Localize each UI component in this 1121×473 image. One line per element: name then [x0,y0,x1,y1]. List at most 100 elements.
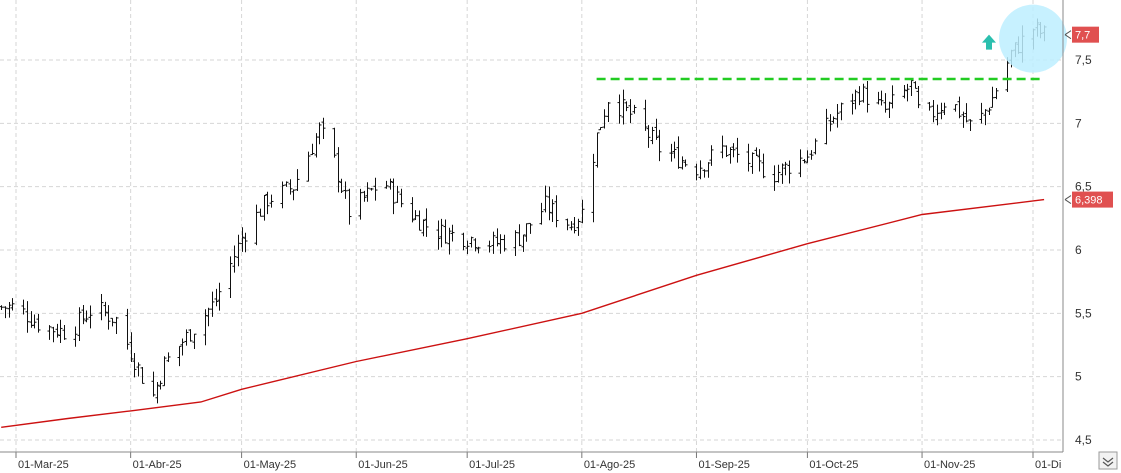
ohlc-bar [961,111,966,128]
ohlc-bar [358,188,363,220]
ohlc-bar [491,231,496,254]
ohlc-bar [336,147,341,193]
ohlc-bar [3,306,8,319]
last-price-badge: 7,7 [1064,26,1099,43]
ohlc-bar [761,153,766,179]
ohlc-bar [295,169,300,191]
ohlc-bar [706,162,711,178]
ohlc-bar [909,80,914,96]
ohlc-bar [669,143,674,162]
up-arrow-icon [982,34,996,50]
ohlc-bar [447,227,452,255]
ohlc-bar [254,204,259,246]
ohlc-bar [339,178,344,194]
ohlc-bar [887,101,892,118]
ohlc-bar [25,301,30,333]
ohlc-bar [362,190,367,202]
ohlc-bar [424,208,429,237]
ohlc-bar [51,326,56,343]
ohlc-bar [809,150,814,160]
ohlc-bar [388,178,393,190]
ohlc-bar [214,288,219,307]
ohlc-bar [177,345,182,367]
ohlc-bar [931,100,936,123]
ohlc-bar [683,159,688,167]
ohlc-bar [88,305,93,329]
ohlc-bar [643,99,648,131]
ohlc-bar [735,137,740,163]
ohlc-bar [572,216,577,234]
ohlc-bar [517,224,522,247]
ohlc-bar [265,191,270,215]
x-tick-label: 01-May-25 [244,459,297,471]
ohlc-bar [602,109,607,129]
ohlc-bar [650,126,655,145]
ohlc-bar [550,199,555,222]
ohlc-bar [192,333,197,349]
ohlc-bar [964,103,969,123]
ohlc-bar [151,371,156,397]
ohlc-bar [269,194,274,208]
ohlc-bar [321,117,326,139]
ohlc-bar [698,160,703,180]
ohlc-bar [369,187,374,191]
ohlc-bar [450,224,455,242]
x-tick-label: 01-Jun-25 [358,459,408,471]
ohlc-bar [709,145,714,166]
ohlc-bar [802,159,807,164]
ohlc-bar [680,156,685,170]
ohlc-bar [136,362,141,377]
x-tick-label: 01-Mar-25 [18,459,69,471]
ohlc-bar [421,219,426,237]
ohlc-bar [547,186,552,221]
ohlc-bar [879,90,884,106]
ohlc-bar [384,180,389,189]
x-tick-label: 01-Di [1035,459,1061,471]
ohlc-bar [853,89,858,110]
ohlc-bar [498,234,503,254]
ohlc-bar [129,332,134,362]
ohlc-bar [990,86,995,108]
ohlc-bar [62,325,67,340]
ohlc-bar [606,101,611,123]
y-tick-label: 7 [1075,116,1082,130]
y-tick-label: 6 [1075,243,1082,257]
ohlc-bar [694,163,699,181]
ohlc-bar [476,246,481,254]
collapse-button[interactable] [1098,451,1118,470]
ohlc-bar [236,234,241,267]
ohlc-bar [787,160,792,184]
moving-average-badge: 6,398 [1064,191,1113,208]
ohlc-bar [155,382,160,404]
ohlc-bar [942,102,947,116]
ohlc-bar [598,126,603,131]
ohlc-bar [783,161,788,176]
ohlc-bar [521,234,526,252]
ohlc-bar [935,104,940,126]
ohlc-bar [839,102,844,121]
ohlc-bar [672,141,677,159]
ohlc-bar [184,329,189,346]
x-tick-label: 01-Ago-25 [584,459,635,471]
annotation-layer [596,4,1067,81]
ohlc-bar [750,152,755,174]
ohlc-bar [983,109,988,126]
ohlc-bar [850,93,855,115]
ohlc-bar [746,143,751,172]
ohlc-bar [528,222,533,234]
ohlc-bar [188,329,193,342]
ohlc-bar [857,86,862,106]
ohlc-bar [835,104,840,128]
ohlc-bar [162,356,167,387]
y-tick-label: 5 [1075,370,1082,384]
ohlc-bar [410,197,415,223]
ohlc-bars [0,18,1047,404]
ohlc-bar [890,85,895,109]
moving-average-line [1,198,1045,428]
ohlc-bar [676,136,681,169]
ohlc-bar [417,210,422,231]
ohlc-bar [702,169,707,178]
ohlc-bar [798,149,803,178]
ohlc-bar [306,151,311,182]
ohlc-bar [106,305,111,330]
